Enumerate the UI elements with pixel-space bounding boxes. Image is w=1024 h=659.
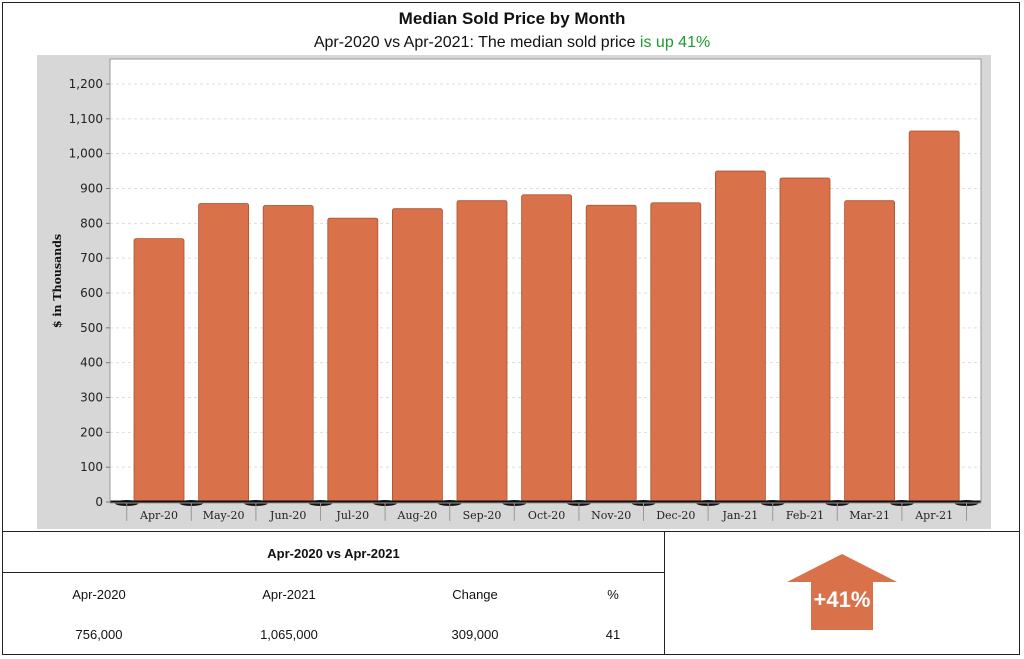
bar <box>133 238 185 503</box>
bar <box>391 208 443 503</box>
header-apr-2021: Apr-2021 <box>262 587 316 602</box>
bar <box>521 194 573 503</box>
x-tick-label: Apr-20 <box>139 509 178 522</box>
y-tick-label: 400 <box>80 356 103 370</box>
y-tick-label: 1,100 <box>69 112 103 126</box>
header-change: Change <box>452 587 498 602</box>
bar <box>908 130 960 503</box>
bar <box>327 217 379 503</box>
x-tick-label: Jan-21 <box>722 509 759 522</box>
x-tick-label: Oct-20 <box>528 509 565 522</box>
summary-divider <box>2 572 665 573</box>
bar-chart: 0 100 200 300 400 500 600 700 800 900 1,000 1,100 1,… <box>51 58 982 522</box>
summary-title: Apr-2020 vs Apr-2021 <box>267 546 400 561</box>
x-tick-label: Dec-20 <box>656 509 695 522</box>
change-badge-text: +41% <box>813 587 871 612</box>
summary-section: Apr-2020 vs Apr-2021 Apr-2020 Apr-2021 C… <box>2 531 1020 655</box>
bar <box>715 170 766 503</box>
chart-title: Median Sold Price by Month <box>398 9 626 28</box>
y-tick-label: 700 <box>80 251 103 265</box>
bar <box>262 205 314 503</box>
y-tick-label: 500 <box>80 321 103 335</box>
y-tick-label: 1,200 <box>69 77 103 91</box>
x-tick-label: Feb-21 <box>786 509 824 522</box>
y-tick-label: 900 <box>80 182 103 196</box>
header-apr-2020: Apr-2020 <box>72 587 126 602</box>
x-tick-label: Nov-20 <box>591 509 631 522</box>
chart-area: 0 100 200 300 400 500 600 700 800 900 1,000 1,100 1,… <box>37 55 991 529</box>
x-tick-label: May-20 <box>203 509 245 522</box>
x-tick-label: Apr-21 <box>914 509 953 522</box>
header-percent: % <box>607 587 619 602</box>
value-apr-2021: 1,065,000 <box>260 627 318 642</box>
y-tick-label: 200 <box>80 425 103 439</box>
x-tick-label: Aug-20 <box>397 509 438 522</box>
y-tick-label: 1,000 <box>69 147 103 161</box>
subtitle-highlight: is up 41% <box>639 34 711 51</box>
x-tick-label: Jul-20 <box>335 509 369 522</box>
y-tick-label: 600 <box>80 286 103 300</box>
bar <box>198 203 250 503</box>
y-tick-label: 800 <box>80 216 103 230</box>
bar <box>585 204 637 503</box>
bar <box>650 202 702 503</box>
y-tick-label: 0 <box>95 495 103 509</box>
bar <box>456 200 508 503</box>
up-arrow-shape <box>787 554 897 630</box>
summary-table: Apr-2020 vs Apr-2021 Apr-2020 Apr-2021 C… <box>2 532 665 654</box>
chart-subtitle: Apr-2020 vs Apr-2021: The median sold pr… <box>0 34 1024 52</box>
plot-border <box>109 58 982 504</box>
x-tick-label: Mar-21 <box>849 509 890 522</box>
subtitle-text: Apr-2020 vs Apr-2021: The median sold pr… <box>313 34 640 51</box>
x-tick-label: Sep-20 <box>463 509 502 522</box>
bar <box>779 177 831 503</box>
change-badge-panel: +41% <box>665 532 1020 654</box>
value-change: 309,000 <box>451 627 499 642</box>
bar <box>844 200 895 503</box>
value-percent: 41 <box>605 627 621 642</box>
value-apr-2020: 756,000 <box>75 627 123 642</box>
y-tick-label: 100 <box>80 460 103 474</box>
x-tick-label: Jun-20 <box>269 509 306 522</box>
up-arrow-icon <box>787 554 897 630</box>
y-tick-label: 300 <box>80 391 103 405</box>
y-axis-label: $ in Thousands <box>51 234 64 328</box>
